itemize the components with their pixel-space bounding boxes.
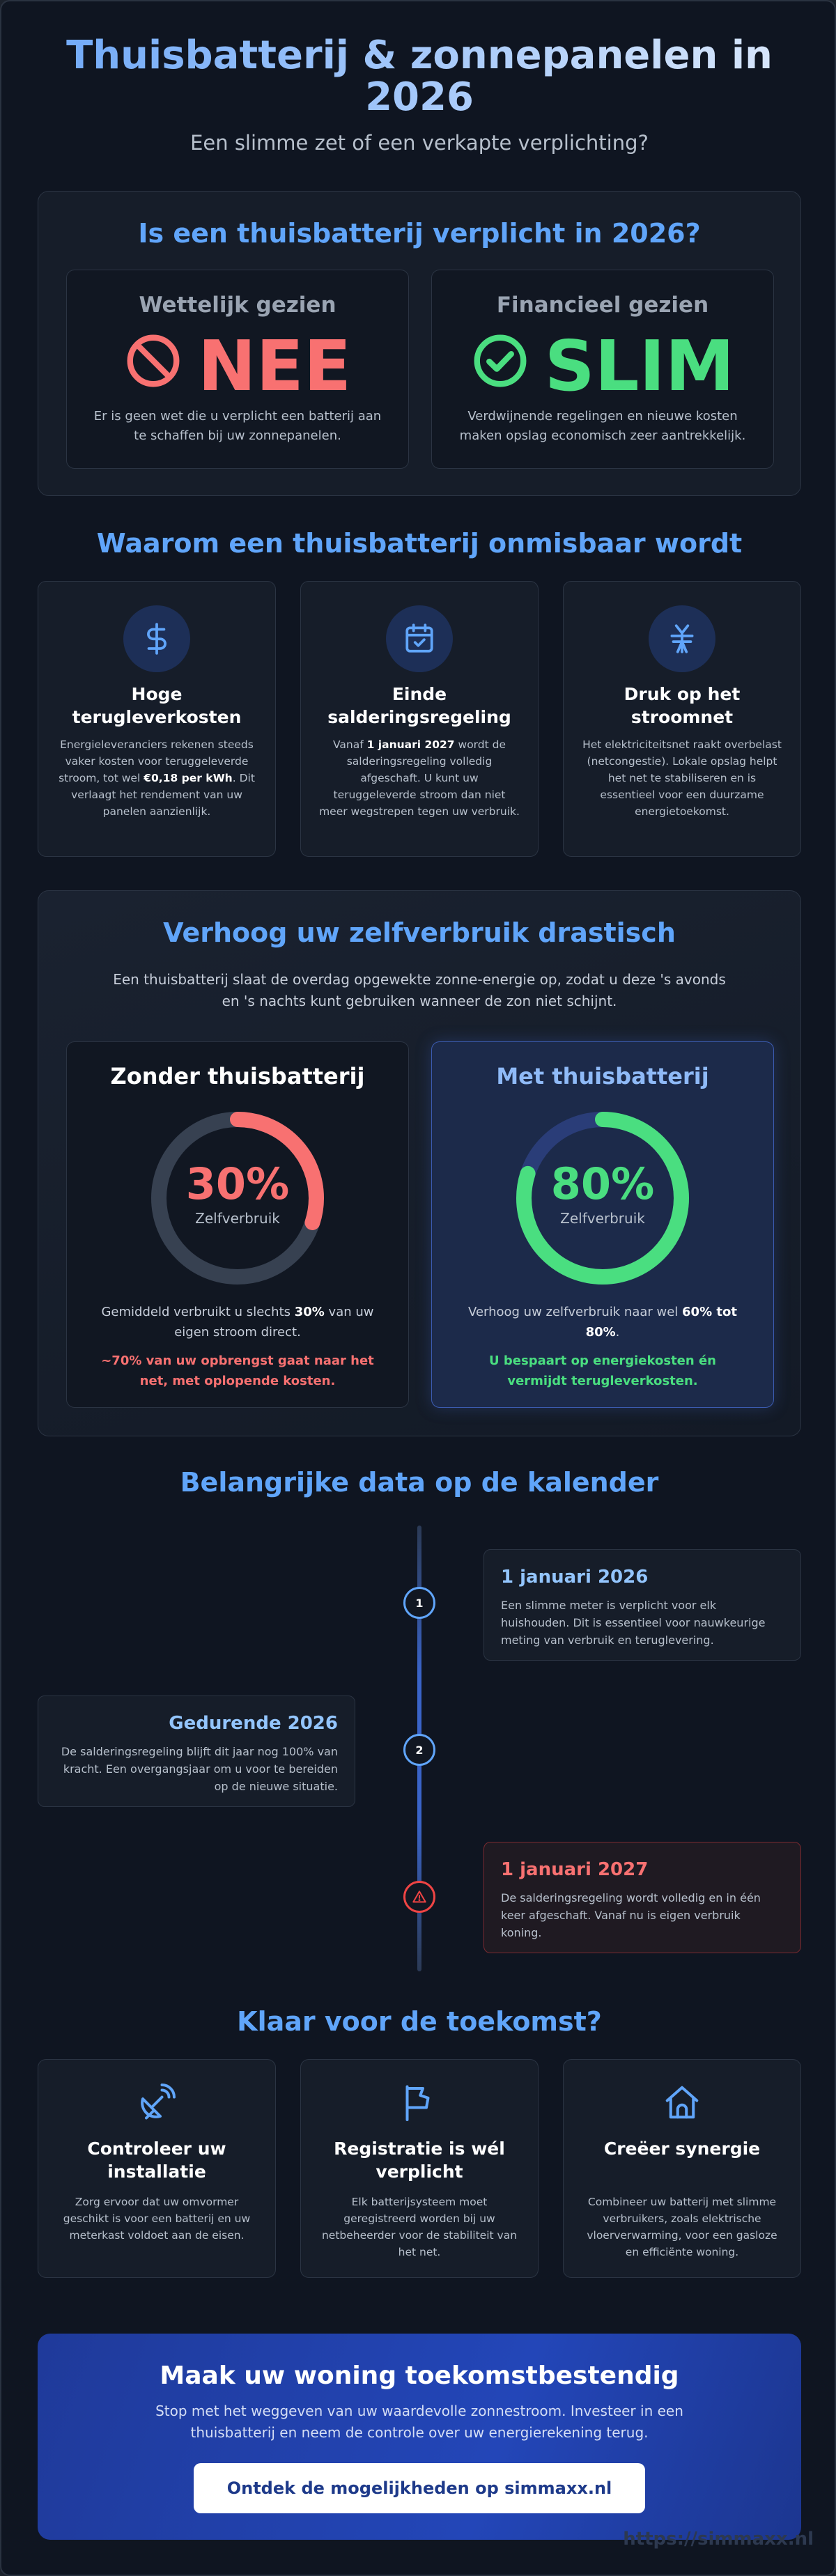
why-card: Druk op het stroomnet Het elektriciteits…: [563, 581, 801, 857]
dollar-icon: [123, 605, 190, 672]
financial-answer: SLIM: [544, 325, 735, 407]
selfuse-intro: Een thuisbatterij slaat de overdag opgew…: [113, 971, 726, 1009]
why-card: Einde salderingsregeling Vanaf 1 januari…: [300, 581, 539, 857]
selfuse-heading: Verhoog uw zelfverbruik drastisch: [163, 917, 676, 948]
ready-text: Combineer uw batterij met slimme verbrui…: [587, 2196, 777, 2259]
ready-card: Controleer uw installatie Zorg ervoor da…: [38, 2059, 276, 2278]
cta-text: Stop met het weggeven van uw waardevolle…: [155, 2403, 683, 2441]
flag-icon: [395, 2078, 444, 2127]
with-title: Met thuisbatterij: [496, 1063, 709, 1089]
ready-title: Registratie is wél verplicht: [334, 2139, 505, 2182]
timeline-event: 1 januari 2026 Een slimme meter is verpl…: [483, 1549, 801, 1661]
check-circle-icon: [471, 332, 529, 401]
power-grid-icon: [649, 605, 715, 672]
event-date: 1 januari 2027: [501, 1859, 649, 1880]
page-subtitle: Een slimme zet of een verkapte verplicht…: [190, 131, 649, 155]
event-text: De salderingsregeling wordt volledig en …: [501, 1891, 761, 1939]
why-text: Vanaf 1 januari 2027 wordt de salderings…: [319, 738, 520, 818]
home-icon: [658, 2078, 706, 2127]
with-note: U bespaart op energiekosten én vermijdt …: [489, 1353, 716, 1388]
ready-card: Creëer synergie Combineer uw batterij me…: [563, 2059, 801, 2278]
timeline-event: Gedurende 2026 De salderingsregeling bli…: [38, 1696, 355, 1807]
financial-text: Verdwijnende regelingen en nieuwe kosten…: [459, 409, 746, 443]
page-title: Thuisbatterij & zonnepanelen in 2026: [29, 34, 810, 119]
why-title: Einde salderingsregeling: [327, 684, 511, 727]
legal-label: Wettelijk gezien: [139, 293, 336, 318]
selfuse-section: Verhoog uw zelfverbruik drastisch Een th…: [38, 890, 801, 1436]
warning-icon: [403, 1881, 435, 1913]
ring-label: Zelfverbruik: [195, 1210, 280, 1227]
ban-icon: [124, 332, 183, 401]
question-heading: Is een thuisbatterij verplicht in 2026?: [138, 218, 701, 249]
event-date: Gedurende 2026: [169, 1713, 338, 1734]
cta-banner: Maak uw woning toekomstbestendig Stop me…: [38, 2334, 801, 2540]
without-text: Gemiddeld verbruikt u slechts 30% van uw…: [101, 1305, 374, 1340]
ring-label: Zelfverbruik: [560, 1210, 645, 1227]
financial-card: Financieel gezien SLIM Verdwijnende rege…: [431, 270, 774, 469]
ring-percent: 30%: [185, 1158, 290, 1209]
timeline-marker: 1: [403, 1587, 435, 1619]
ready-text: Elk batterijsysteem moet geregistreerd w…: [321, 2196, 518, 2259]
selfuse-ring-with: 80% Zelfverbruik: [512, 1108, 693, 1289]
ready-title: Creëer synergie: [603, 2139, 761, 2159]
financial-label: Financieel gezien: [496, 293, 709, 318]
cta-title: Maak uw woning toekomstbestendig: [160, 2361, 679, 2390]
why-title: Hoge terugleverkosten: [72, 684, 242, 727]
legal-answer: NEE: [197, 325, 352, 407]
timeline-marker: 2: [403, 1734, 435, 1766]
without-battery-card: Zonder thuisbatterij 30% Zelfverbruik Ge…: [66, 1041, 409, 1408]
watermark-url: https://simmaxx.nl: [623, 2529, 814, 2550]
without-note: ~70% van uw opbrengst gaat naar het net,…: [101, 1353, 374, 1388]
timeline-event: 1 januari 2027 De salderingsregeling wor…: [483, 1842, 801, 1953]
selfuse-ring-without: 30% Zelfverbruik: [147, 1108, 328, 1289]
legal-text: Er is geen wet die u verplicht een batte…: [93, 409, 382, 443]
event-text: Een slimme meter is verplicht voor elk h…: [501, 1599, 766, 1647]
why-heading: Waarom een thuisbatterij onmisbaar wordt: [96, 528, 743, 559]
satellite-dish-icon: [132, 2078, 181, 2127]
event-text: De salderingsregeling blijft dit jaar no…: [61, 1745, 338, 1793]
why-text: Het elektriciteitsnet raakt overbelast (…: [582, 738, 782, 818]
legal-card: Wettelijk gezien NEE Er is geen wet die …: [66, 270, 409, 469]
ring-percent: 80%: [550, 1158, 655, 1209]
ready-text: Zorg ervoor dat uw omvormer geschikt is …: [63, 2196, 251, 2242]
with-text: Verhoog uw zelfverbruik naar wel 60% tot…: [468, 1305, 737, 1340]
why-card: Hoge terugleverkosten Energieleverancier…: [38, 581, 276, 857]
event-date: 1 januari 2026: [501, 1567, 649, 1588]
why-title: Druk op het stroomnet: [624, 684, 741, 727]
ready-heading: Klaar voor de toekomst?: [237, 2006, 602, 2037]
why-text: Energieleveranciers rekenen steeds vaker…: [59, 738, 255, 818]
question-section: Is een thuisbatterij verplicht in 2026? …: [38, 191, 801, 496]
ready-title: Controleer uw installatie: [87, 2139, 226, 2182]
calendar-check-icon: [386, 605, 453, 672]
ready-card: Registratie is wél verplicht Elk batteri…: [300, 2059, 539, 2278]
without-title: Zonder thuisbatterij: [110, 1063, 365, 1089]
calendar-heading: Belangrijke data op de kalender: [180, 1467, 659, 1498]
with-battery-card: Met thuisbatterij 80% Zelfverbruik Verho…: [431, 1041, 774, 1408]
cta-button[interactable]: Ontdek de mogelijkheden op simmaxx.nl: [194, 2463, 645, 2513]
